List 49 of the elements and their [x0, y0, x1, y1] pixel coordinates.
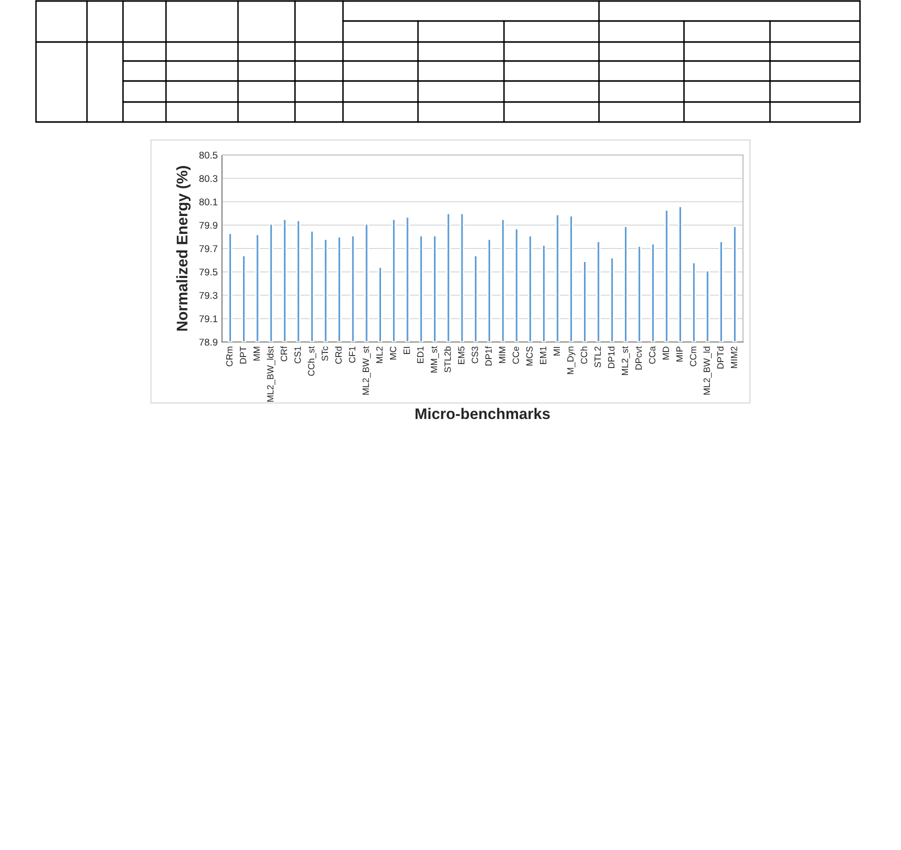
x-tick-label: MCS [526, 346, 533, 366]
x-tick-label: ML2 [376, 346, 383, 363]
x-tick-label: DPT [240, 346, 246, 364]
x-tick-label: CCh_st [308, 346, 316, 376]
x-tick-label: STL2 [594, 346, 601, 368]
x-tick-label: CS3 [472, 346, 478, 364]
x-tick-label: CCh [580, 346, 588, 364]
x-tick-label: STc [322, 346, 328, 361]
x-tick-label: DPTd [716, 346, 724, 368]
x-tick-label: MC [390, 346, 396, 360]
x-tick-label: MI [554, 347, 560, 356]
x-tick-label: MIP [676, 346, 683, 362]
x-tick-label: ML2_BW_st [362, 346, 371, 395]
y-tick-label: 79.3 [199, 292, 218, 299]
x-tick-label: STL2b [444, 346, 451, 372]
x-axis-title: Micro-benchmarks [416, 408, 550, 420]
x-tick-label: ML2_st [622, 346, 630, 376]
y-axis-title: Normalized Energy (%) [176, 166, 191, 331]
x-tick-label: CF1 [348, 346, 356, 363]
x-tick-label: MM [254, 346, 260, 360]
y-tick-label: 79.5 [199, 268, 218, 276]
y-tick-label: 80.1 [199, 198, 218, 206]
x-tick-label: EM5 [458, 346, 464, 364]
x-tick-label: CCe [512, 346, 520, 364]
y-tick-label: 79.9 [199, 222, 218, 229]
x-tick-label: CCm [690, 346, 696, 366]
x-tick-label: MD [662, 346, 669, 360]
x-tick-label: M_Dyn [567, 346, 576, 374]
x-tick-label: EI [404, 347, 410, 354]
x-tick-label: EM1 [540, 346, 546, 364]
x-tick-label: CRd [335, 346, 342, 364]
x-tick-label: CRf [280, 346, 288, 362]
y-tick-label: 79.7 [199, 245, 218, 252]
x-tick-label: DP1f [485, 346, 492, 366]
x-tick-label: MIM [499, 346, 506, 363]
x-tick-label: MM_st [430, 346, 439, 373]
x-tick-label: ML2_BW_ldst [266, 346, 276, 402]
y-tick-label: 80.3 [199, 175, 218, 182]
y-tick-label: 78.9 [199, 338, 218, 346]
x-tick-label: ML2_BW_ld [703, 346, 712, 395]
x-tick-label: CS1 [294, 346, 301, 364]
y-tick-label: 80.5 [199, 152, 218, 159]
x-tick-label: DP1d [608, 346, 614, 368]
x-tick-label: DPcvt [635, 346, 642, 370]
x-tick-label: CCa [649, 346, 656, 364]
y-tick-label: 79.1 [199, 315, 218, 322]
x-tick-label: CRm [226, 346, 233, 366]
x-tick-label: MIM2 [730, 346, 738, 368]
x-tick-label: ED1 [417, 346, 424, 363]
